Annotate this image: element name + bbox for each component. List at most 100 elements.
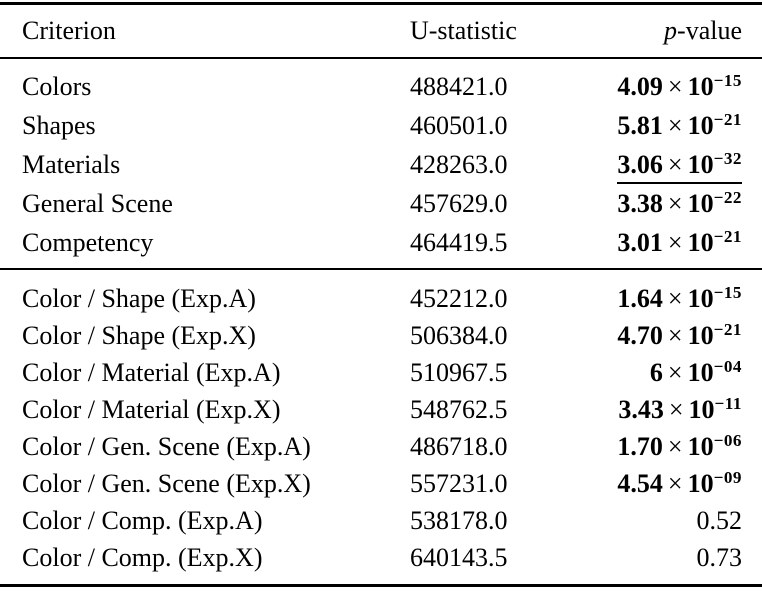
u-statistic-cell: 452212.0: [410, 284, 508, 313]
times-symbol: ×: [667, 72, 683, 101]
p-exponent: −21: [713, 227, 742, 247]
section-divider-rule: [0, 268, 762, 270]
table-row: Color / Material (Exp.X) 548762.5 3.43 × 10−…: [0, 391, 762, 428]
criterion-cell: Color / Gen. Scene (Exp.X): [22, 469, 311, 498]
p-value-content: 3.01 × 10−21: [617, 227, 742, 258]
p-exponent: −21: [713, 320, 742, 340]
times-symbol: ×: [667, 111, 683, 140]
bottom-rule: [0, 584, 762, 587]
table-row: Color / Gen. Scene (Exp.A) 486718.0 1.70 × 1…: [0, 428, 762, 465]
criterion-cell: Color / Comp. (Exp.A): [22, 506, 263, 535]
p-value-content: 0.52: [696, 506, 743, 535]
p-value-content: 5.81 × 10−21: [617, 110, 742, 141]
top-rule: [0, 2, 762, 5]
times-symbol: ×: [667, 150, 683, 179]
times-symbol: ×: [667, 321, 683, 350]
p-exponent: −04: [713, 357, 742, 377]
u-statistic-cell: 488421.0: [410, 72, 508, 101]
u-statistic-cell: 457629.0: [410, 189, 508, 218]
p-value-content: 1.64 × 10−15: [617, 283, 742, 314]
table-header-row: Criterion U-statistic p-value: [0, 5, 762, 57]
times-symbol: ×: [667, 432, 683, 461]
p-value-content: 0.73: [696, 543, 743, 572]
p-value-cell: 3.38 × 10−22: [550, 184, 742, 223]
p-value-content: 6 × 10−04: [649, 357, 742, 388]
criterion-cell: Materials: [22, 150, 121, 179]
u-statistic-cell: 510967.5: [410, 358, 508, 387]
u-statistic-cell: 506384.0: [410, 321, 508, 350]
p-exponent: −09: [713, 468, 742, 488]
times-symbol: ×: [667, 228, 683, 257]
header-p-value-italic-part: p: [664, 16, 678, 45]
table-row: Materials 428263.0 3.06 × 10−32: [0, 145, 762, 184]
p-mantissa: 3.06: [617, 150, 663, 179]
p-exponent: −15: [713, 283, 742, 303]
p-exponent: −11: [714, 394, 742, 414]
p-mantissa: 1.70: [617, 432, 663, 461]
p-base: 10: [687, 284, 714, 313]
header-p-value: p-value: [550, 5, 742, 57]
p-mantissa: 3.43: [618, 395, 664, 424]
p-mantissa: 3.38: [617, 189, 663, 218]
u-statistic-cell: 538178.0: [410, 506, 508, 535]
header-p-value-rest-part: -value: [677, 16, 742, 45]
p-base: 10: [688, 395, 715, 424]
p-value-cell: 5.81 × 10−21: [550, 106, 742, 145]
p-value-cell: 0.52: [550, 502, 743, 539]
criterion-cell: Color / Shape (Exp.X): [22, 321, 256, 350]
u-statistic-cell: 464419.5: [410, 228, 508, 257]
u-statistic-cell: 640143.5: [410, 543, 508, 572]
p-exponent: −22: [713, 188, 742, 208]
criterion-cell: General Scene: [22, 189, 173, 218]
times-symbol: ×: [667, 469, 683, 498]
p-base: 10: [687, 469, 714, 498]
p-mantissa: 6: [649, 358, 663, 387]
table-row: Competency 464419.5 3.01 × 10−21: [0, 223, 762, 262]
u-statistic-cell: 460501.0: [410, 111, 508, 140]
criterion-cell: Color / Gen. Scene (Exp.A): [22, 432, 311, 461]
p-mantissa: 4.09: [617, 72, 663, 101]
criterion-cell: Color / Shape (Exp.A): [22, 284, 256, 313]
section-individual-criteria: Colors 488421.0 4.09 × 10−15 Shapes 460501.0 5.…: [0, 59, 762, 268]
p-value-content: 4.70 × 10−21: [617, 320, 742, 351]
p-value-cell: 6 × 10−04: [550, 354, 742, 391]
p-value-content: 4.09 × 10−15: [617, 71, 742, 102]
p-value-cell: 4.54 × 10−09: [550, 465, 742, 502]
p-exponent: −06: [713, 431, 742, 451]
u-statistic-cell: 557231.0: [410, 469, 508, 498]
p-base: 10: [687, 432, 714, 461]
p-base: 10: [687, 358, 714, 387]
times-symbol: ×: [668, 395, 684, 424]
p-base: 10: [687, 150, 714, 179]
table-row: General Scene 457629.0 3.38 × 10−22: [0, 184, 762, 223]
times-symbol: ×: [667, 358, 683, 387]
p-mantissa: 5.81: [617, 111, 663, 140]
p-value-cell: 1.64 × 10−15: [550, 280, 742, 317]
p-base: 10: [687, 111, 714, 140]
p-base: 10: [687, 72, 714, 101]
p-value-cell: 3.06 × 10−32: [550, 145, 742, 184]
u-statistic-cell: 486718.0: [410, 432, 508, 461]
p-base: 10: [687, 189, 714, 218]
criterion-cell: Competency: [22, 228, 154, 257]
table-row: Colors 488421.0 4.09 × 10−15: [0, 67, 762, 106]
p-value-cell: 4.70 × 10−21: [550, 317, 742, 354]
p-value-cell: 3.43 × 10−11: [550, 391, 742, 428]
p-value-content: 4.54 × 10−09: [617, 468, 742, 499]
p-value-content: 3.38 × 10−22: [617, 188, 742, 219]
criterion-cell: Color / Material (Exp.X): [22, 395, 281, 424]
table-row: Color / Material (Exp.A) 510967.5 6 × 10−04: [0, 354, 762, 391]
section-pairwise-comparisons: Color / Shape (Exp.A) 452212.0 1.64 × 10−15 C…: [0, 270, 762, 584]
table-row: Color / Comp. (Exp.A) 538178.0 0.52: [0, 502, 762, 539]
p-base: 10: [687, 228, 714, 257]
table-row: Color / Gen. Scene (Exp.X) 557231.0 4.54 × 1…: [0, 465, 762, 502]
times-symbol: ×: [667, 284, 683, 313]
p-exponent: −15: [713, 71, 742, 91]
p-value-content: 1.70 × 10−06: [617, 431, 742, 462]
criterion-cell: Color / Comp. (Exp.X): [22, 543, 263, 572]
p-mantissa: 4.70: [617, 321, 663, 350]
p-mantissa: 4.54: [617, 469, 663, 498]
table-row: Shapes 460501.0 5.81 × 10−21: [0, 106, 762, 145]
p-value-cell: 0.73: [550, 539, 743, 576]
